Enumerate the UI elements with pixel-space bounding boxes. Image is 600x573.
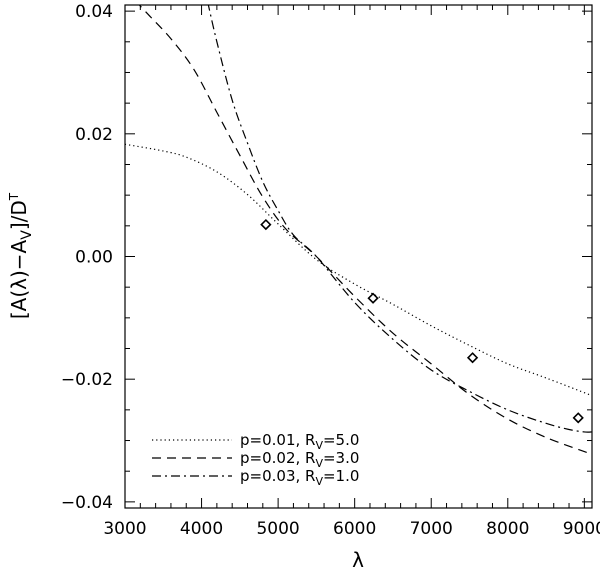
data-point-diamond: [466, 352, 479, 364]
data-point-diamond: [367, 292, 379, 304]
data-point-diamond: [260, 218, 272, 231]
series-line-2: [138, 5, 592, 455]
y-tick-label: 0.02: [75, 125, 113, 145]
points-layer: [260, 218, 584, 424]
ticks: [124, 5, 592, 508]
data-point-diamond: [572, 412, 584, 424]
legend: p=0.01, RV=5.0p=0.02, RV=3.0p=0.03, RV=1…: [152, 431, 359, 488]
x-tick-label: 4000: [180, 519, 223, 539]
legend-label-3: p=0.03, RV=1.0: [240, 467, 359, 488]
x-tick-label: 5000: [256, 519, 299, 539]
x-tick-label: 8000: [486, 519, 529, 539]
series-layer: [125, 5, 592, 455]
x-tick-label: 3000: [103, 519, 146, 539]
x-tick-label: 6000: [333, 519, 376, 539]
series-line-3: [207, 5, 592, 433]
y-tick-label: −0.04: [61, 493, 113, 513]
y-axis-title: [A(λ)−AV]/DT: [7, 192, 35, 319]
legend-label-2: p=0.02, RV=3.0: [240, 449, 359, 470]
y-tick-label: −0.02: [61, 370, 113, 390]
series-line-1: [125, 143, 592, 397]
y-axis-title-sup: T: [7, 192, 21, 201]
y-axis-title-part1: [A(λ)−A: [7, 239, 31, 319]
y-tick-label: 0.04: [75, 2, 113, 22]
x-axis-title: λ: [352, 548, 364, 572]
y-axis-title-part2: ]/D: [7, 200, 31, 230]
x-tick-label: 9000: [563, 519, 600, 539]
legend-label-1: p=0.01, RV=5.0: [240, 431, 359, 452]
y-tick-label: 0.00: [75, 248, 113, 268]
tick-labels: 3000 4000 5000 6000 7000 8000 9000 −0.04 −0.02 0.…: [61, 2, 600, 539]
x-tick-label: 7000: [410, 519, 453, 539]
y-axis-title-sub: V: [19, 230, 35, 240]
